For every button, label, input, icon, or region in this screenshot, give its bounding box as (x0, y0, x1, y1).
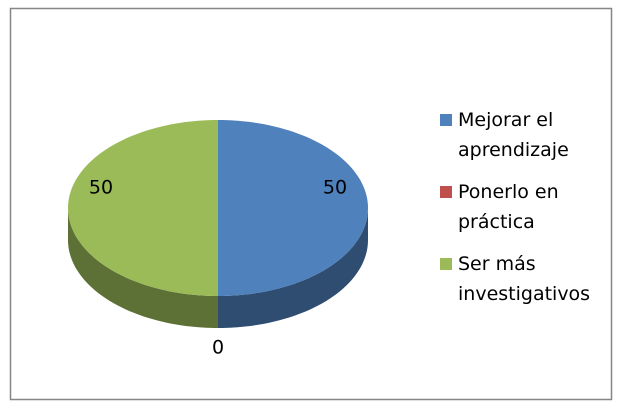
slice (218, 120, 368, 296)
legend-label: Mejorar el aprendizaje (458, 109, 569, 161)
legend-item: Ser más investigativos (440, 249, 610, 309)
legend: Mejorar el aprendizaje Ponerlo en práctic… (440, 105, 610, 321)
data-label: 50 (89, 177, 113, 199)
slice-side (68, 208, 218, 328)
legend-item: Mejorar el aprendizaje (440, 105, 610, 165)
legend-label: Ser más investigativos (458, 253, 591, 305)
legend-swatch (440, 186, 452, 198)
legend-label: Ponerlo en práctica (458, 181, 559, 233)
legend-item: Ponerlo en práctica (440, 177, 610, 237)
slice (68, 120, 218, 296)
legend-swatch (440, 258, 452, 270)
legend-swatch (440, 114, 452, 126)
slice-side (218, 208, 368, 328)
data-label: 0 (212, 337, 224, 359)
data-label: 50 (323, 177, 347, 199)
